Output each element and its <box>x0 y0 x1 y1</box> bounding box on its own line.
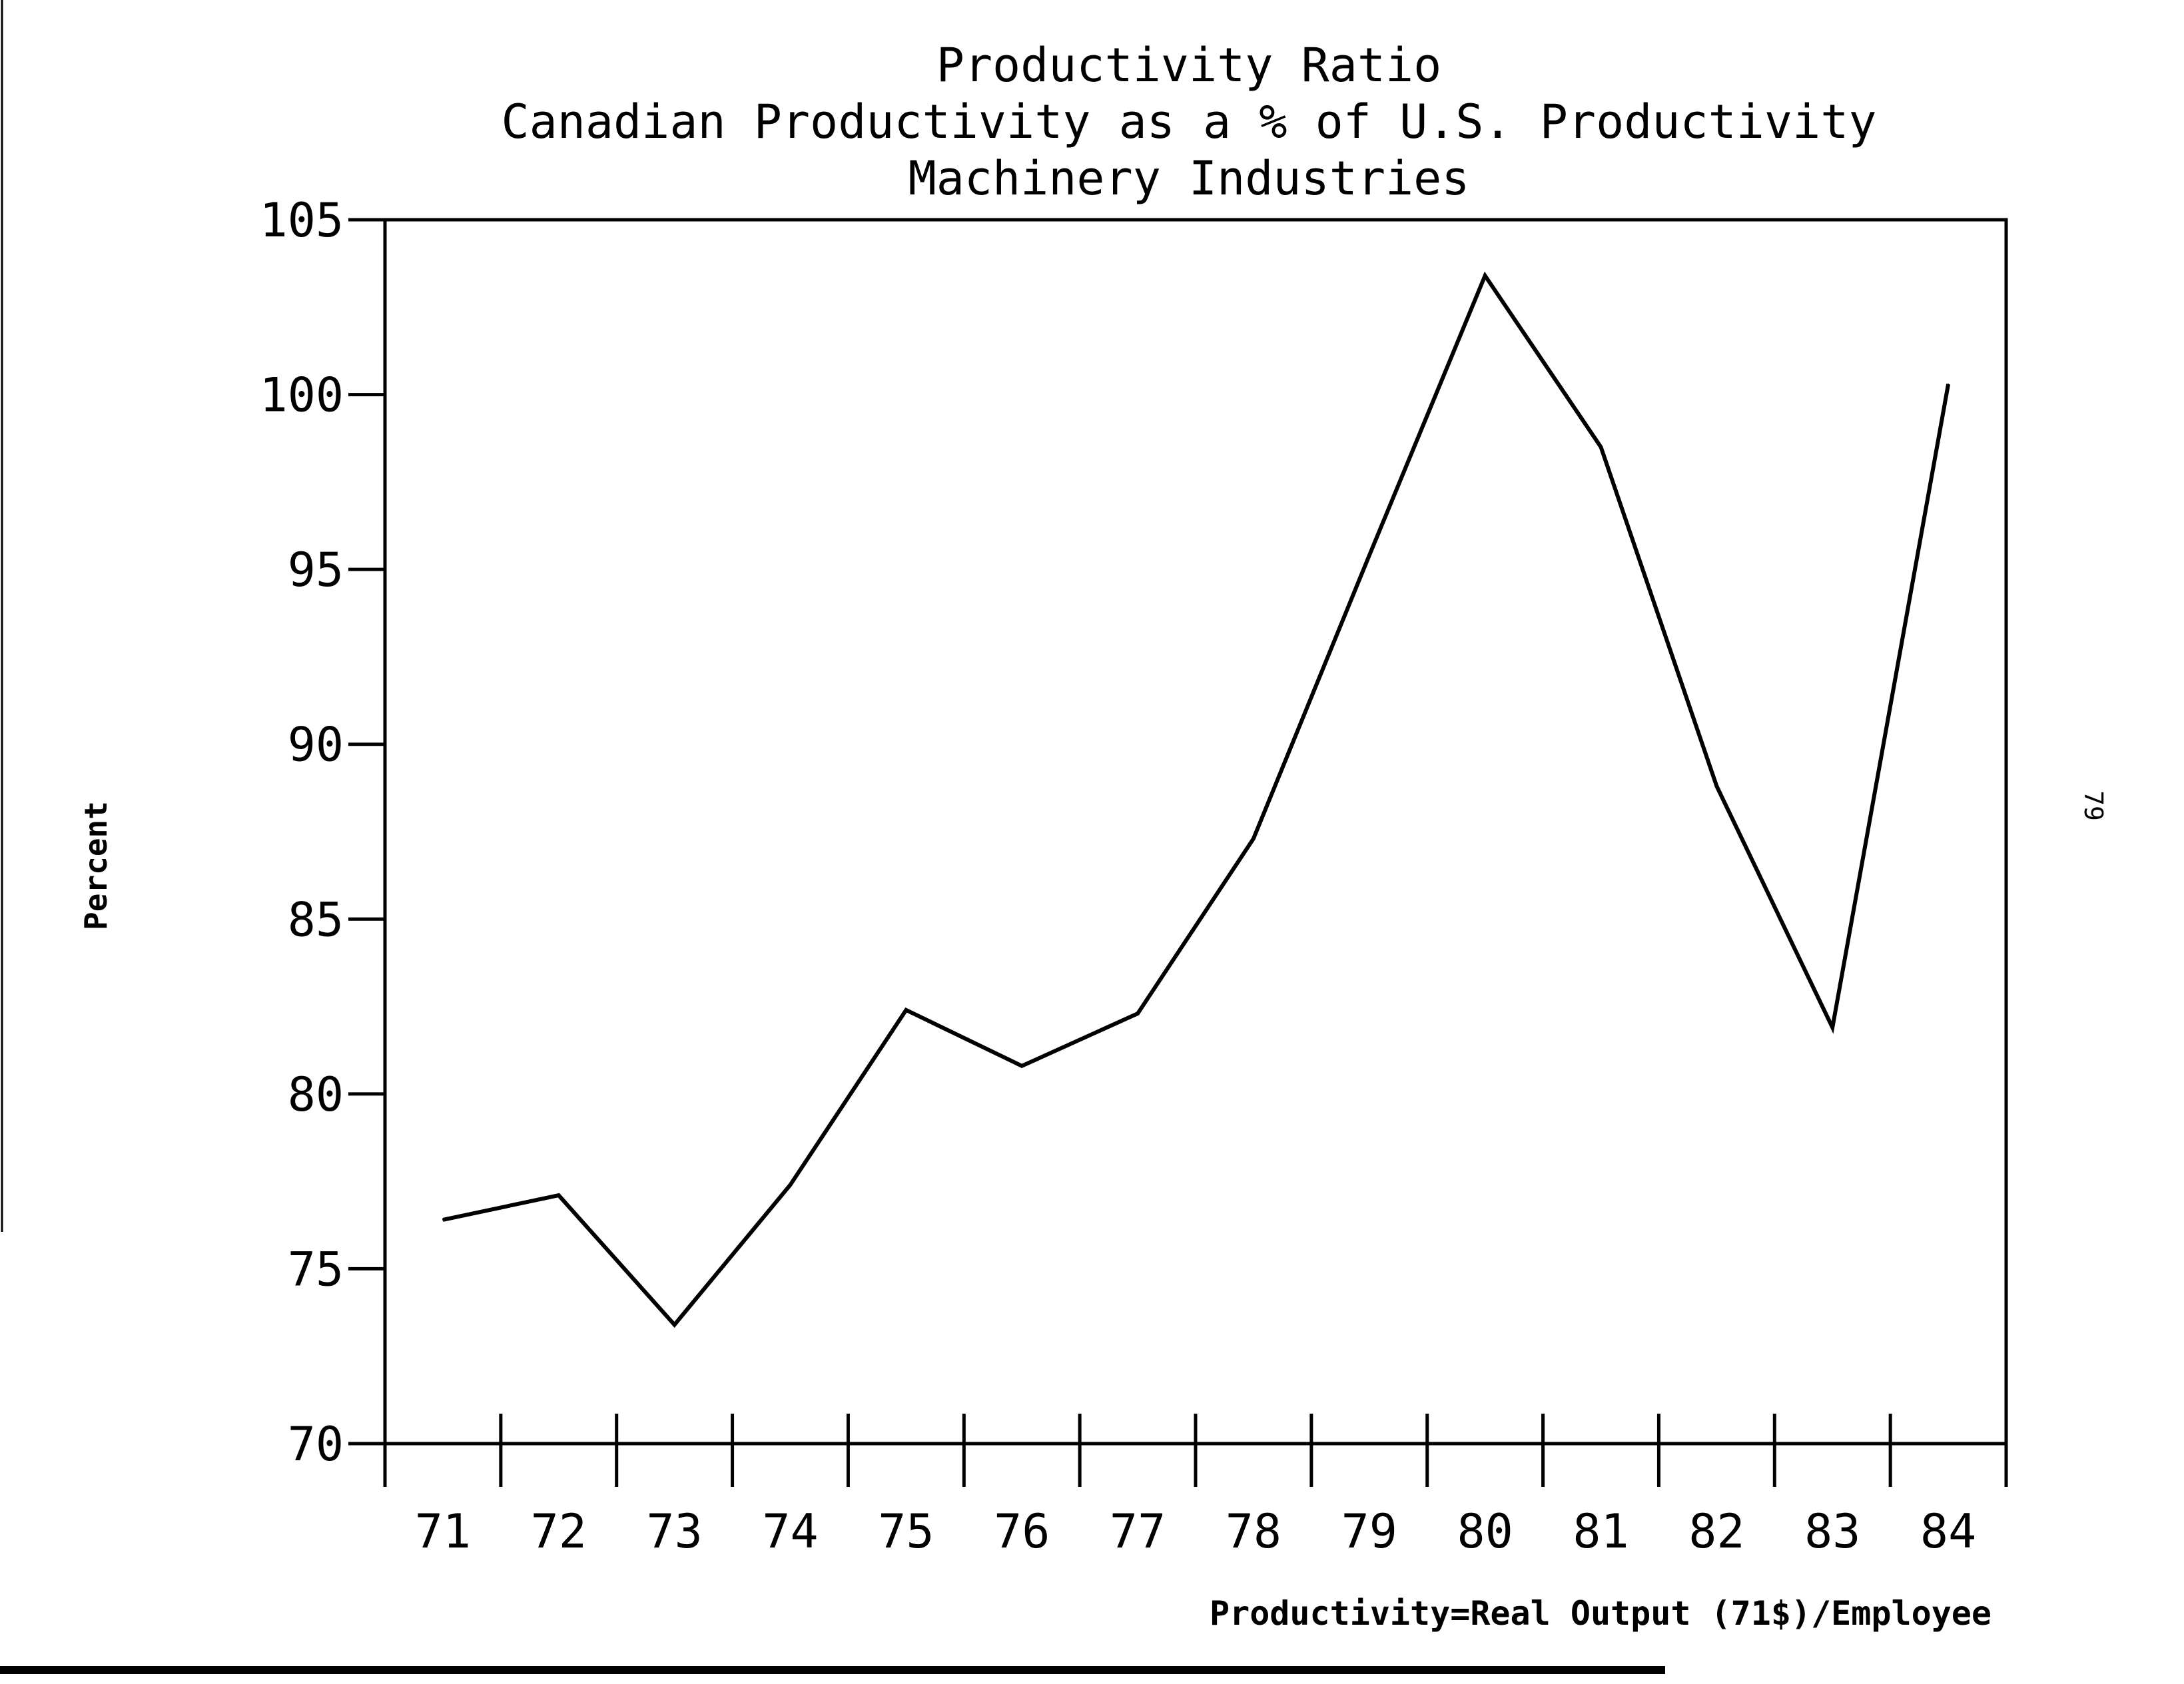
y-tick-label: 95 <box>288 543 344 597</box>
data-point <box>1021 1065 1023 1067</box>
x-tick-label: 80 <box>1457 1504 1513 1559</box>
x-tick-label: 77 <box>1110 1504 1166 1559</box>
y-tick-label: 80 <box>288 1067 344 1122</box>
series-group <box>442 271 1951 1328</box>
x-tick-label: 79 <box>1341 1504 1397 1559</box>
page-number: 79 <box>2079 790 2108 821</box>
y-axis-label: Percent <box>78 801 114 930</box>
x-tick-label: 71 <box>415 1504 471 1559</box>
data-point <box>1832 1027 1834 1029</box>
footnote: Productivity=Real Output (71$)/Employee <box>1210 1594 1992 1633</box>
x-tick-label: 78 <box>1226 1504 1281 1559</box>
data-point <box>442 1219 444 1221</box>
x-tick-label: 75 <box>878 1504 934 1559</box>
y-tick-label: 105 <box>260 193 344 248</box>
x-tick-label: 82 <box>1688 1504 1744 1559</box>
x-tick-label: 73 <box>646 1504 702 1559</box>
chart-subtitle-1: Canadian Productivity as a % of U.S. Pro… <box>501 95 1876 149</box>
data-point <box>1252 838 1254 840</box>
y-tick-label: 70 <box>288 1417 344 1472</box>
x-tick-label: 84 <box>1920 1504 1976 1559</box>
chart-subtitle-2: Machinery Industries <box>909 151 1470 206</box>
y-tick-label: 90 <box>288 718 344 772</box>
x-tick-label: 72 <box>531 1504 587 1559</box>
y-tick-label: 100 <box>260 368 344 423</box>
y-tick-label: 75 <box>288 1242 344 1296</box>
x-axis: 71 72 73 74 75 76 77 78 79 80 81 82 83 84 <box>383 1414 2008 1559</box>
data-point <box>557 1195 559 1197</box>
chart-title: Productivity Ratio <box>936 38 1442 93</box>
series-line <box>442 271 1951 1328</box>
data-point <box>789 1184 791 1186</box>
data-point <box>1484 275 1486 277</box>
data-point <box>905 1009 907 1011</box>
data-point <box>1368 555 1370 557</box>
y-tick-label: 85 <box>288 892 344 947</box>
x-tick-label: 76 <box>994 1504 1050 1559</box>
data-point <box>1948 383 1950 385</box>
x-tick-label: 74 <box>762 1504 818 1559</box>
data-point <box>1716 785 1718 787</box>
y-axis: 70 75 80 85 90 95 100 105 <box>260 193 385 1472</box>
data-point <box>1600 446 1602 448</box>
data-point <box>673 1324 675 1326</box>
x-tick-label: 83 <box>1804 1504 1860 1559</box>
x-tick-label: 81 <box>1573 1504 1629 1559</box>
plot-frame <box>383 218 2008 1446</box>
data-point <box>1137 1013 1139 1015</box>
